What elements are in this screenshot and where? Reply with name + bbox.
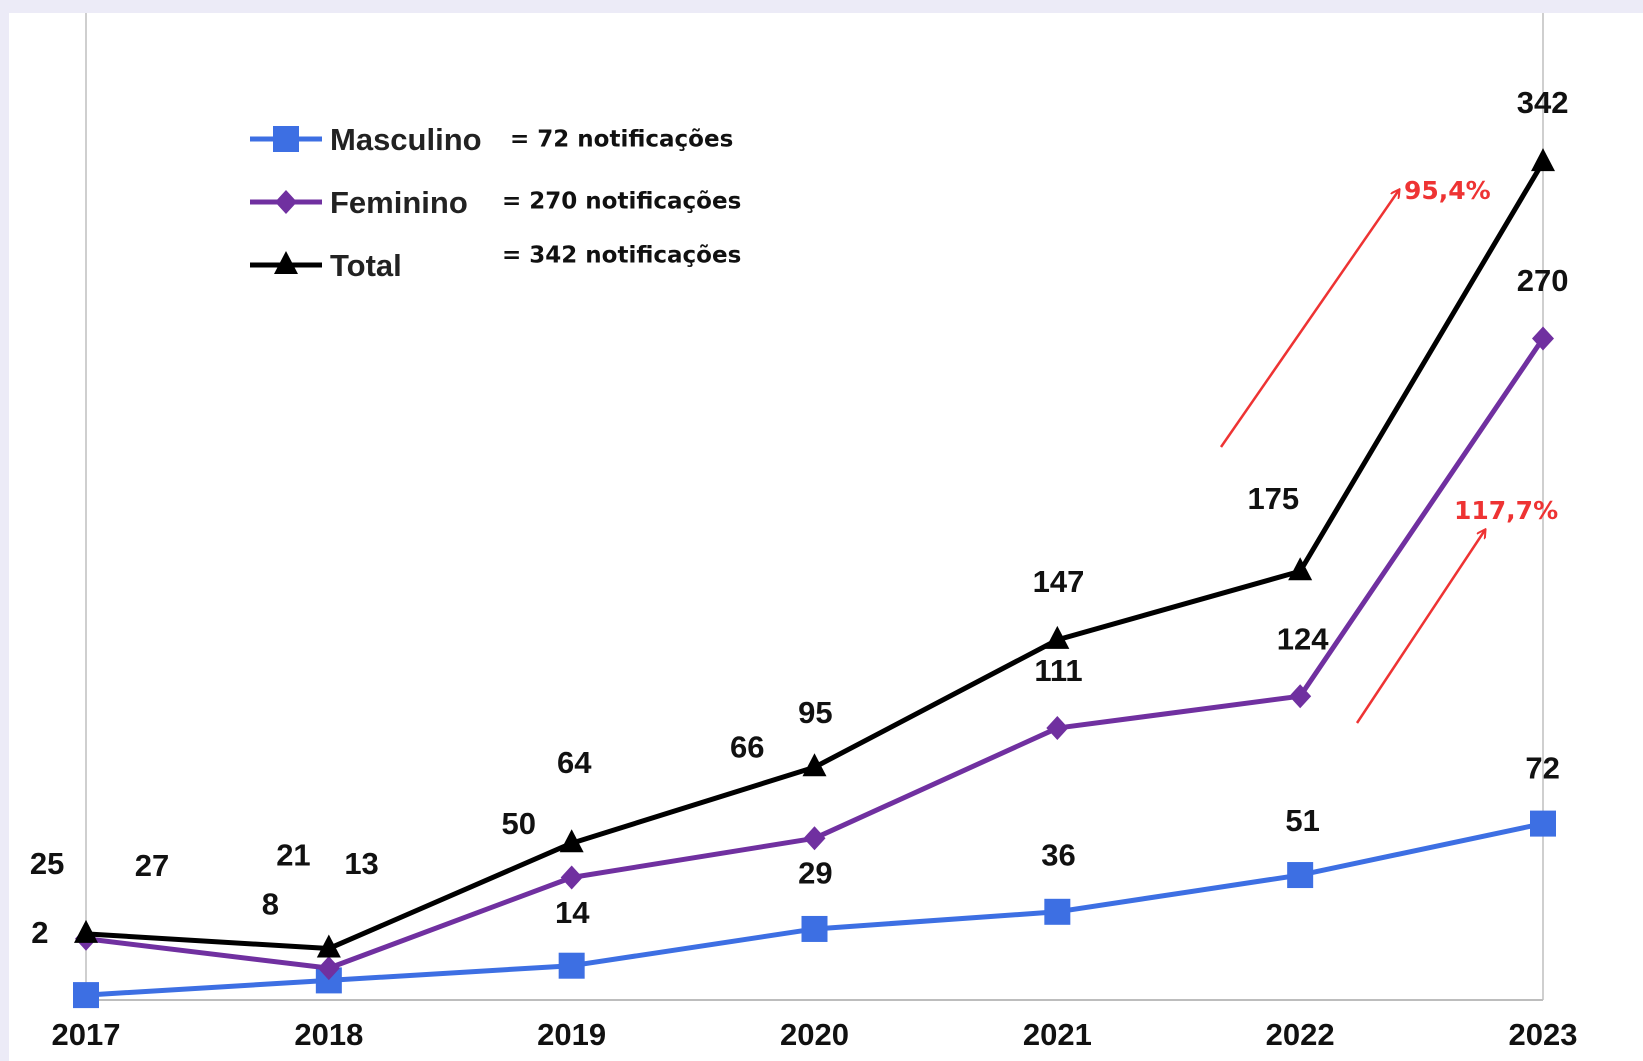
legend-label: Feminino — [330, 185, 468, 220]
data-point — [1287, 862, 1314, 889]
data-label: 8 — [262, 887, 279, 922]
data-label: 27 — [135, 848, 169, 883]
x-tick-label: 2023 — [1509, 1017, 1578, 1052]
growth-arrow — [1219, 190, 1399, 448]
data-label: 72 — [1525, 750, 1559, 785]
data-label: 29 — [798, 855, 832, 890]
data-label: 36 — [1041, 837, 1075, 872]
data-point — [1530, 810, 1556, 837]
legend-marker — [273, 126, 299, 152]
x-tick-label: 2021 — [1023, 1017, 1092, 1052]
data-label: 111 — [1034, 653, 1082, 688]
data-label: 342 — [1517, 85, 1569, 120]
data-label: 21 — [276, 837, 310, 872]
data-label: 64 — [557, 745, 592, 780]
x-tick-label: 2022 — [1266, 1017, 1335, 1052]
data-point — [803, 826, 826, 851]
data-point — [1289, 684, 1312, 709]
data-label: 50 — [502, 806, 536, 841]
data-label: 95 — [798, 695, 832, 730]
legend-label: Total — [330, 248, 402, 283]
x-tick-label: 2018 — [294, 1017, 363, 1052]
data-point — [801, 915, 828, 942]
data-point — [1288, 557, 1313, 581]
data-label: 14 — [555, 895, 590, 930]
annotation: 95,4% — [1404, 176, 1491, 205]
data-label: 2 — [31, 915, 48, 950]
data-point — [559, 829, 584, 853]
growth-arrow — [1355, 530, 1485, 724]
data-point — [558, 952, 585, 979]
legend-notes: = 72 notificações = 270 notificações = 3… — [502, 127, 741, 269]
data-label: 51 — [1285, 803, 1319, 838]
legend-label: Masculino — [330, 122, 482, 157]
data-point — [1045, 625, 1070, 649]
data-point — [316, 934, 341, 958]
data-point — [802, 753, 827, 777]
annotation: = 72 notificações — [510, 127, 733, 153]
data-point — [317, 956, 340, 981]
legend-marker — [275, 190, 297, 214]
data-point — [73, 982, 99, 1009]
data-point — [1532, 326, 1554, 351]
data-label: 175 — [1247, 481, 1299, 516]
data-label: 25 — [30, 846, 64, 881]
plot-panel — [9, 13, 1643, 1061]
data-point — [1531, 148, 1555, 172]
legend-marker — [274, 251, 298, 274]
data-label: 13 — [344, 846, 378, 881]
data-label: 124 — [1277, 622, 1329, 657]
data-label: 66 — [730, 730, 764, 765]
data-label: 270 — [1517, 263, 1569, 298]
annotation: = 270 notificações — [502, 189, 741, 215]
data-point — [560, 865, 583, 890]
x-tick-label: 2020 — [780, 1017, 849, 1052]
data-point — [74, 919, 98, 943]
annotation: 117,7% — [1454, 496, 1558, 525]
data-point — [1046, 716, 1069, 741]
x-tick-label: 2017 — [52, 1017, 121, 1052]
x-tick-label: 2019 — [537, 1017, 606, 1052]
data-point — [1044, 898, 1071, 925]
data-label: 147 — [1033, 564, 1085, 599]
annotation: = 342 notificações — [502, 243, 741, 269]
